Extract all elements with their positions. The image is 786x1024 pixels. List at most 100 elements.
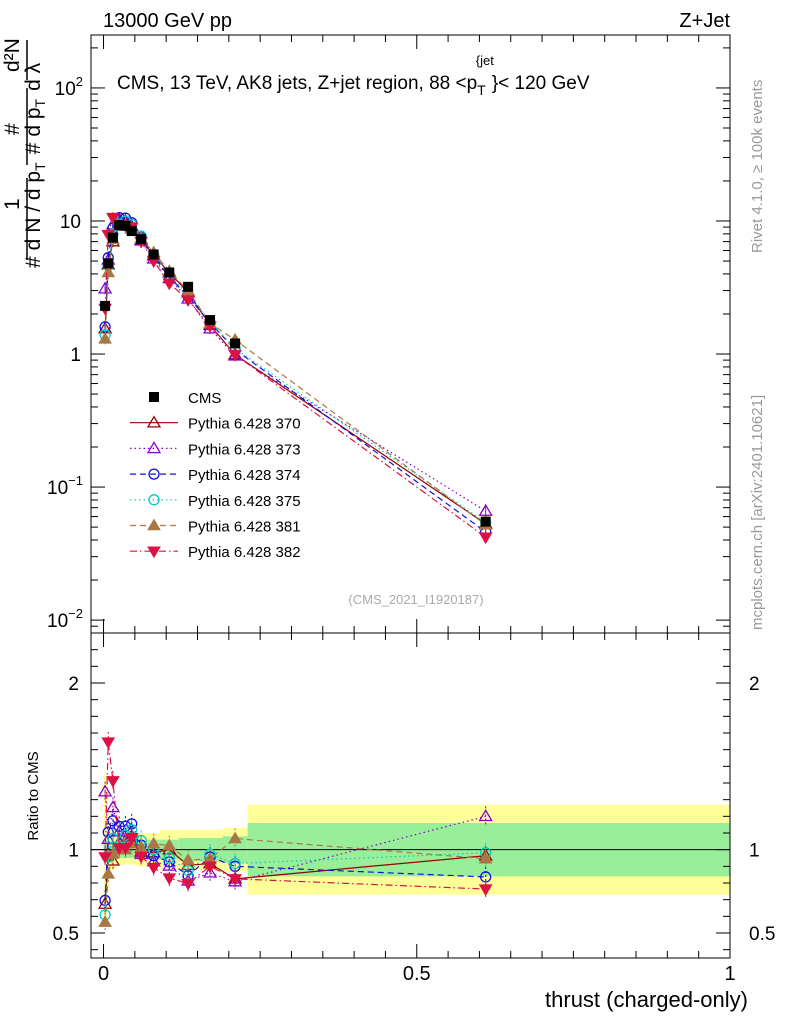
point-p382-12 [478, 532, 493, 545]
legend: CMS Pythia 6.428 370 Pythia 6.428 373 Pythi… [130, 390, 301, 561]
uncertainty-bands [91, 774, 730, 925]
ratio-point-p382-1 [101, 737, 116, 750]
ratio-point-p370-2 [105, 853, 121, 866]
ratio-tick-label-left-2: 2 [68, 674, 79, 695]
point-p382-11 [228, 349, 242, 362]
legend-marker-p373 [146, 441, 162, 454]
top-panel-series [97, 211, 493, 545]
y-label-num-1: 1 [1, 198, 24, 210]
y-label-text: #d N / d pT#d pTd λ [22, 62, 48, 268]
ratio-point-p381-11 [228, 831, 242, 844]
ratio-point-p375-11 [229, 857, 241, 870]
ratio-point-p381-12 [478, 851, 493, 864]
data-point-8 [164, 267, 175, 278]
y-label-num-2: # [1, 123, 24, 135]
legend-marker-p370 [146, 415, 162, 428]
ratio-tick-label-right-2: 2 [749, 674, 760, 695]
chart-title: CMS, 13 TeV, AK8 jets, Z+jet region, 88 … [117, 53, 590, 98]
ratio-point-p381-9 [181, 853, 195, 865]
ratio-point-p382-0 [98, 852, 112, 864]
ratio-point-p382-4 [118, 843, 133, 855]
ratio-tick-label-left-1: 1 [68, 841, 79, 862]
data-point-1 [103, 258, 114, 269]
point-p381-0 [98, 331, 112, 344]
data-point-7 [148, 249, 159, 260]
legend-label-p370: Pythia 6.428 370 [188, 416, 301, 433]
axis-ticks: 0 0.5 1 102 10−1 10−2 10 1 2 2 1 1 0.5 0.5 [47, 35, 775, 985]
chart-title-sup: {jet [476, 53, 494, 68]
data-point-0 [100, 300, 111, 311]
legend-marker-p375 [148, 494, 160, 506]
ratio-panel-series [97, 732, 493, 933]
y-tick-label-10: 10 [60, 212, 81, 233]
legend-marker-p374 [148, 468, 160, 480]
y-tick-label-0.1: 10−1 [47, 473, 83, 499]
ratio-point-p382-6 [134, 851, 148, 864]
y-tick-label-100: 102 [55, 74, 83, 100]
ratio-point-p382-10 [203, 861, 217, 874]
point-p382-2 [106, 212, 120, 225]
ratio-point-p382-12 [478, 884, 493, 897]
ratio-point-p382-2 [106, 776, 120, 788]
ratio-point-p373-0 [97, 784, 113, 797]
x-tick-label-0.5: 0.5 [403, 963, 431, 985]
legend-label-p375: Pythia 6.428 375 [188, 493, 301, 510]
ratio-point-p381-1 [101, 866, 116, 879]
header-left: 13000 GeV pp [103, 10, 232, 32]
data-point-3 [114, 220, 125, 231]
chart-title-main: CMS, 13 TeV, AK8 jets, Z+jet region, 88 … [117, 73, 477, 94]
top-panel-frame [90, 34, 731, 634]
data-point-12 [480, 516, 491, 527]
ratio-point-p374-3 [113, 820, 125, 833]
ratio-point-p381-8 [162, 838, 177, 851]
y-label-num-3: d²N [1, 38, 24, 72]
ratio-point-p382-8 [162, 873, 177, 886]
ratio-point-p373-10 [202, 865, 218, 878]
ratio-point-p373-12 [478, 809, 493, 822]
ratio-point-p382-5 [124, 833, 139, 845]
plot-frames [90, 34, 731, 959]
ratio-point-p382-7 [146, 862, 161, 875]
ratio-y-label: Ratio to CMS [25, 751, 42, 840]
chart-title-sub: T [477, 82, 486, 98]
data-point-2 [107, 232, 118, 243]
legend-label-p373: Pythia 6.428 373 [188, 441, 301, 458]
data-point-6 [136, 234, 147, 245]
point-p382-9 [181, 295, 195, 307]
data-point-10 [205, 315, 216, 326]
ratio-tick-label-left-0.5: 0.5 [53, 924, 79, 945]
top-y-label: #d N / d pT#d pTd λ 1 # d²N [1, 38, 48, 268]
header-right: Z+Jet [679, 10, 730, 32]
y-tick-label-1: 1 [70, 345, 81, 366]
legend-marker-p382 [147, 546, 161, 559]
ratio-point-p381-0 [98, 915, 112, 927]
data-point-9 [183, 281, 194, 292]
ratio-point-p382-11 [228, 874, 242, 886]
data-point-5 [126, 226, 137, 237]
side-text-rivet: Rivet 4.1.0, ≥ 100k events [749, 80, 766, 253]
ratio-point-p382-9 [181, 878, 195, 891]
ratio-point-p381-7 [146, 836, 161, 849]
legend-label-CMS: CMS [188, 390, 221, 407]
chart-title-tail: }< 120 GeV [492, 73, 590, 94]
point-p373-12 [478, 503, 493, 516]
legend-marker-p381 [147, 518, 161, 531]
x-tick-label-1: 1 [724, 963, 735, 985]
legend-label-p374: Pythia 6.428 374 [188, 467, 301, 484]
data-point-11 [230, 338, 241, 349]
ratio-panel-frame [90, 632, 731, 959]
legend-label-p381: Pythia 6.428 381 [188, 519, 301, 536]
point-p382-8 [162, 278, 177, 291]
ratio-point-p374-12 [480, 871, 492, 883]
ratio-tick-label-right-0.5: 0.5 [749, 924, 775, 945]
data-point-4 [120, 220, 131, 231]
ratio-point-p374-2 [107, 815, 119, 827]
side-text-mcplots: mcplots.cern.ch [arXiv:2401.10621] [749, 395, 766, 630]
x-tick-label-0: 0 [98, 963, 109, 985]
ratio-tick-label-right-1: 1 [749, 841, 760, 862]
legend-marker-CMS [149, 392, 159, 402]
legend-label-p382: Pythia 6.428 382 [188, 544, 301, 561]
analysis-id: (CMS_2021_I1920187) [348, 592, 483, 607]
y-tick-label-0.01: 10−2 [47, 606, 83, 632]
point-p381-1 [101, 265, 116, 278]
